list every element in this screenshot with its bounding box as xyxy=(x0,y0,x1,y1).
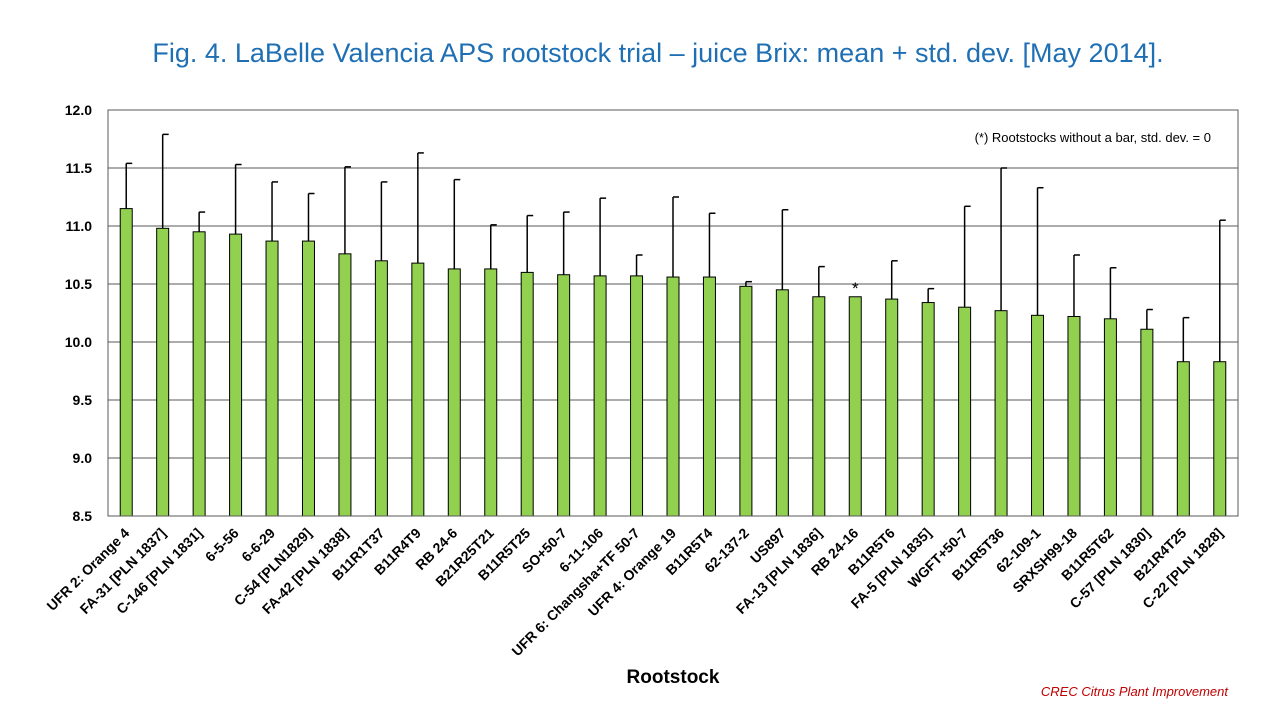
plot-area-border xyxy=(107,109,1239,517)
zero-stddev-marker: * xyxy=(852,279,859,298)
bar xyxy=(885,298,899,517)
y-tick-label: 12.0 xyxy=(65,102,92,118)
bar xyxy=(1140,328,1154,517)
bar xyxy=(156,227,170,517)
error-bars: * xyxy=(125,133,1226,362)
bar xyxy=(374,260,388,517)
bar xyxy=(1067,315,1081,517)
bar xyxy=(301,240,315,517)
bar xyxy=(921,302,935,517)
y-tick-label: 8.5 xyxy=(73,508,93,524)
bars xyxy=(119,208,1227,517)
x-tick-label: 6-5-56 xyxy=(202,525,242,565)
footer-credit: CREC Citrus Plant Improvement xyxy=(1040,684,1228,699)
bar xyxy=(119,208,133,517)
bar xyxy=(1213,361,1227,517)
y-tick-label: 9.5 xyxy=(73,392,93,408)
bar xyxy=(666,276,680,517)
bar xyxy=(1103,318,1117,517)
bar xyxy=(1031,314,1045,517)
bar xyxy=(265,240,279,517)
bar xyxy=(958,306,972,517)
x-tick-labels: UFR 2: Orange 4FA-31 [PLN 1837]C-146 [PL… xyxy=(43,525,1225,659)
bar xyxy=(739,285,753,517)
bar xyxy=(447,268,461,517)
y-tick-label: 10.5 xyxy=(65,276,92,292)
bar xyxy=(593,275,607,517)
bar xyxy=(520,271,534,517)
bar xyxy=(484,268,498,517)
bar xyxy=(848,296,862,517)
y-tick-label: 9.0 xyxy=(73,450,93,466)
y-tick-labels: 8.5 9.0 9.5 10.0 10.5 11.0 11.5 12.0 xyxy=(65,102,92,524)
bar xyxy=(812,296,826,517)
bar xyxy=(229,233,243,517)
bar xyxy=(702,276,716,517)
bar xyxy=(557,274,571,517)
bar xyxy=(630,275,644,517)
chart-title: Fig. 4. LaBelle Valencia APS rootstock t… xyxy=(152,38,1164,68)
bar xyxy=(994,310,1008,517)
bar xyxy=(192,231,206,517)
bar xyxy=(1176,361,1190,517)
y-tick-label: 10.0 xyxy=(65,334,92,350)
bar xyxy=(775,289,789,517)
bar xyxy=(411,262,425,517)
bar xyxy=(338,253,352,517)
y-tick-label: 11.0 xyxy=(66,218,93,234)
y-tick-label: 11.5 xyxy=(66,160,93,176)
legend-annotation: (*) Rootstocks without a bar, std. dev. … xyxy=(975,130,1211,145)
x-axis-label: Rootstock xyxy=(627,667,720,688)
